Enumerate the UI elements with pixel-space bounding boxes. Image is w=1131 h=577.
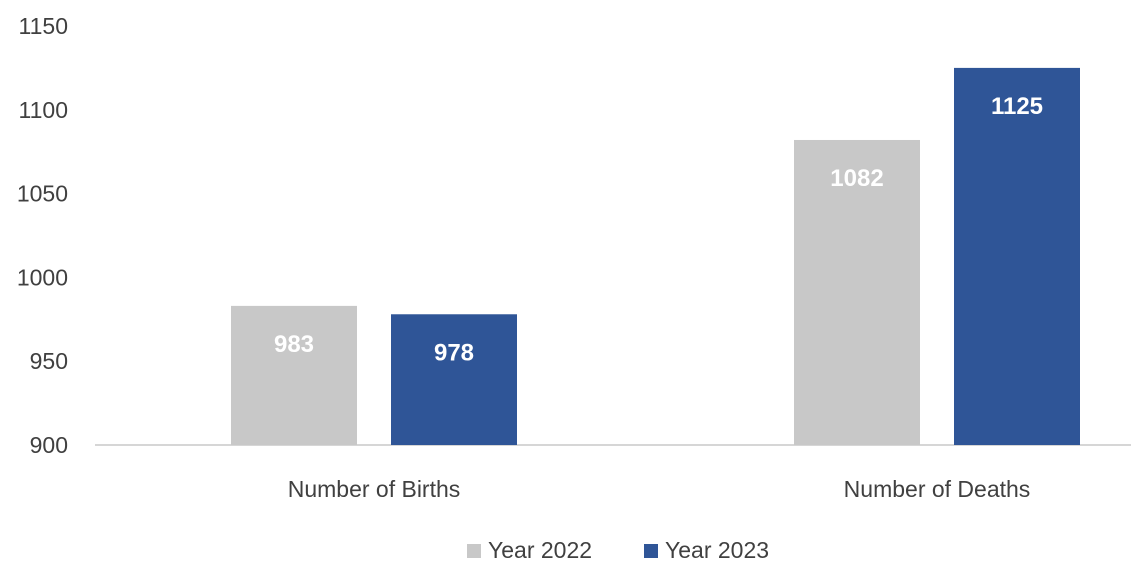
legend-label: Year 2023 xyxy=(665,537,769,563)
y-tick-label: 1050 xyxy=(17,181,68,207)
bar xyxy=(391,314,517,445)
y-tick-label: 900 xyxy=(30,432,68,458)
bar xyxy=(231,305,357,445)
data-label: 978 xyxy=(434,339,474,366)
data-label: 1082 xyxy=(830,165,883,192)
category-labels: Number of Births Number of Deaths xyxy=(288,476,1031,502)
x-category-label: Number of Births xyxy=(288,476,461,502)
data-labels: 983 978 1082 1125 xyxy=(274,93,1043,366)
bar xyxy=(794,139,920,445)
y-tick-label: 1100 xyxy=(19,97,68,123)
legend: Year 2022 Year 2023 xyxy=(467,537,769,563)
x-category-label: Number of Deaths xyxy=(844,476,1031,502)
legend-swatch xyxy=(467,544,481,558)
data-label: 983 xyxy=(274,331,314,358)
y-tick-label: 1150 xyxy=(19,13,68,39)
y-axis-ticks: 900 950 1000 1050 1100 1150 xyxy=(17,13,68,458)
legend-label: Year 2022 xyxy=(488,537,592,563)
bar xyxy=(954,67,1080,446)
legend-swatch xyxy=(644,544,658,558)
bars xyxy=(231,67,1080,446)
y-tick-label: 950 xyxy=(30,348,68,374)
data-label: 1125 xyxy=(991,93,1043,120)
y-tick-label: 1000 xyxy=(17,264,68,290)
